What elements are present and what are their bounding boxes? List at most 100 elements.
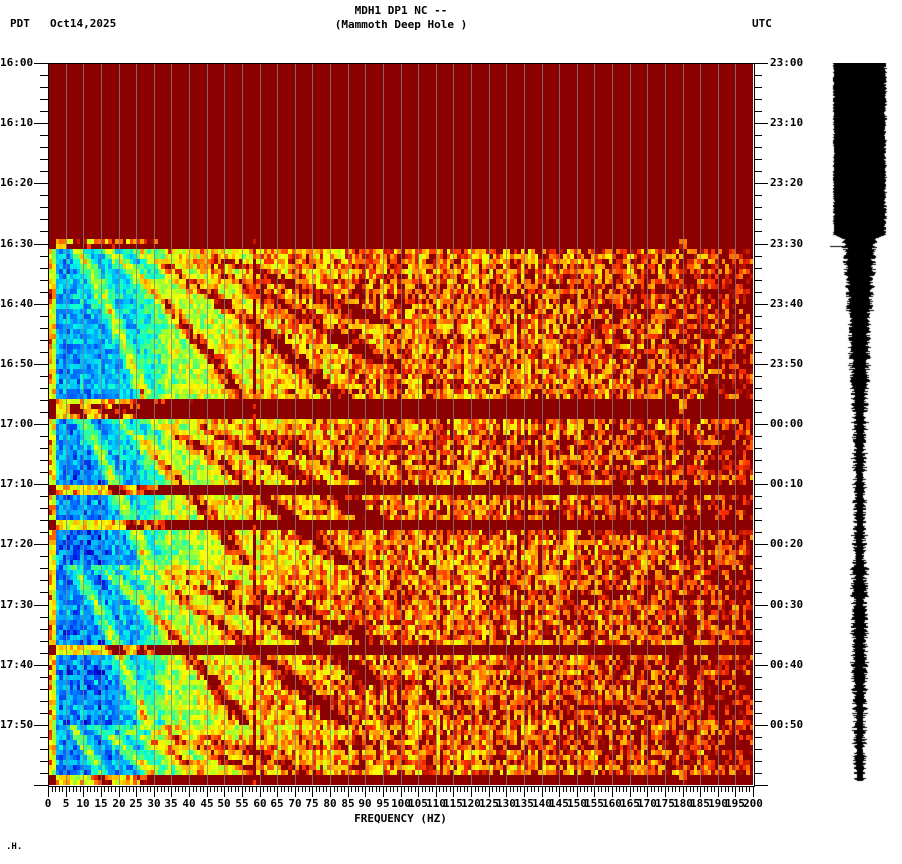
freq-tick-minor xyxy=(157,786,158,792)
time-tick-minor-left xyxy=(40,568,48,569)
freq-tick-major xyxy=(330,786,331,797)
freq-tick-minor xyxy=(475,786,476,792)
time-tick-minor-left xyxy=(40,388,48,389)
freq-tick-minor xyxy=(52,786,53,792)
time-tick-minor-right xyxy=(754,280,762,281)
freq-tick-minor xyxy=(633,786,634,792)
time-tick-major-left xyxy=(34,544,48,545)
freq-tick-major xyxy=(506,786,507,797)
time-tick-major-left xyxy=(34,364,48,365)
freq-tick-minor xyxy=(545,786,546,792)
freq-tick-minor xyxy=(704,786,705,792)
freq-tick-minor xyxy=(168,786,169,792)
freq-tick-minor xyxy=(203,786,204,792)
freq-label: 10 xyxy=(76,797,90,810)
freq-label: 55 xyxy=(235,797,249,810)
time-tick-major-right xyxy=(754,123,768,124)
time-tick-minor-right xyxy=(754,207,762,208)
time-label-utc: 00:40 xyxy=(770,658,804,671)
time-tick-minor-right xyxy=(754,87,762,88)
freq-tick-minor xyxy=(707,786,708,792)
freq-tick-minor xyxy=(379,786,380,792)
time-label-pdt: 17:20 xyxy=(0,537,34,550)
freq-tick-minor xyxy=(267,786,268,792)
time-tick-minor-left xyxy=(40,689,48,690)
time-tick-minor-right xyxy=(754,328,762,329)
freq-tick-minor xyxy=(721,786,722,792)
freq-tick-minor xyxy=(598,786,599,792)
time-label-pdt: 17:50 xyxy=(0,718,34,731)
time-tick-minor-right xyxy=(754,653,762,654)
freq-tick-minor xyxy=(90,786,91,792)
time-tick-minor-left xyxy=(40,171,48,172)
time-tick-minor-left xyxy=(40,328,48,329)
time-tick-minor-left xyxy=(40,773,48,774)
freq-tick-minor xyxy=(351,786,352,792)
freq-tick-minor xyxy=(129,786,130,792)
freq-tick-major xyxy=(277,786,278,797)
time-tick-minor-right xyxy=(754,292,762,293)
freq-tick-minor xyxy=(397,786,398,792)
spectrogram-image xyxy=(48,63,753,785)
time-label-pdt: 16:20 xyxy=(0,176,34,189)
freq-tick-minor xyxy=(231,786,232,792)
freq-tick-major xyxy=(594,786,595,797)
freq-tick-minor xyxy=(161,786,162,792)
freq-tick-minor xyxy=(355,786,356,792)
freq-tick-minor xyxy=(393,786,394,792)
freq-tick-major xyxy=(753,786,754,797)
time-tick-major-left xyxy=(34,785,48,786)
freq-tick-minor xyxy=(616,786,617,792)
freq-tick-minor xyxy=(284,786,285,792)
freq-tick-minor xyxy=(104,786,105,792)
freq-label: 115 xyxy=(443,797,463,810)
freq-label: 150 xyxy=(567,797,587,810)
freq-tick-minor xyxy=(587,786,588,792)
time-tick-minor-right xyxy=(754,388,762,389)
time-tick-minor-left xyxy=(40,147,48,148)
freq-tick-minor xyxy=(80,786,81,792)
time-tick-minor-right xyxy=(754,75,762,76)
freq-tick-major xyxy=(471,786,472,797)
time-tick-minor-right xyxy=(754,268,762,269)
freq-tick-minor xyxy=(746,786,747,792)
time-tick-minor-right xyxy=(754,412,762,413)
freq-tick-minor xyxy=(728,786,729,792)
freq-tick-minor xyxy=(693,786,694,792)
freq-tick-minor xyxy=(302,786,303,792)
time-tick-minor-left xyxy=(40,448,48,449)
freq-label: 140 xyxy=(532,797,552,810)
waveform-trace xyxy=(818,63,898,785)
freq-tick-major xyxy=(542,786,543,797)
time-tick-minor-right xyxy=(754,508,762,509)
time-tick-minor-right xyxy=(754,171,762,172)
time-label-utc: 23:00 xyxy=(770,56,804,69)
time-tick-major-right xyxy=(754,304,768,305)
time-tick-major-left xyxy=(34,725,48,726)
freq-tick-minor xyxy=(714,786,715,792)
time-tick-minor-left xyxy=(40,556,48,557)
freq-label: 75 xyxy=(305,797,319,810)
freq-tick-minor xyxy=(711,786,712,792)
freq-tick-minor xyxy=(732,786,733,792)
freq-label: 20 xyxy=(112,797,126,810)
time-tick-minor-left xyxy=(40,256,48,257)
time-label-utc: 23:40 xyxy=(770,297,804,310)
freq-tick-minor xyxy=(510,786,511,792)
time-tick-minor-right xyxy=(754,496,762,497)
freq-tick-minor xyxy=(725,786,726,792)
time-tick-major-right xyxy=(754,605,768,606)
freq-tick-minor xyxy=(309,786,310,792)
waveform-panel[interactable] xyxy=(818,63,898,785)
time-tick-minor-left xyxy=(40,460,48,461)
freq-label: 100 xyxy=(391,797,411,810)
spectrogram-plot[interactable] xyxy=(48,63,753,785)
time-tick-minor-right xyxy=(754,773,762,774)
freq-tick-major xyxy=(136,786,137,797)
freq-label: 40 xyxy=(182,797,196,810)
freq-tick-minor xyxy=(513,786,514,792)
freq-tick-minor xyxy=(467,786,468,792)
freq-tick-minor xyxy=(73,786,74,792)
freq-tick-minor xyxy=(122,786,123,792)
timezone-label-right: UTC xyxy=(752,17,772,30)
